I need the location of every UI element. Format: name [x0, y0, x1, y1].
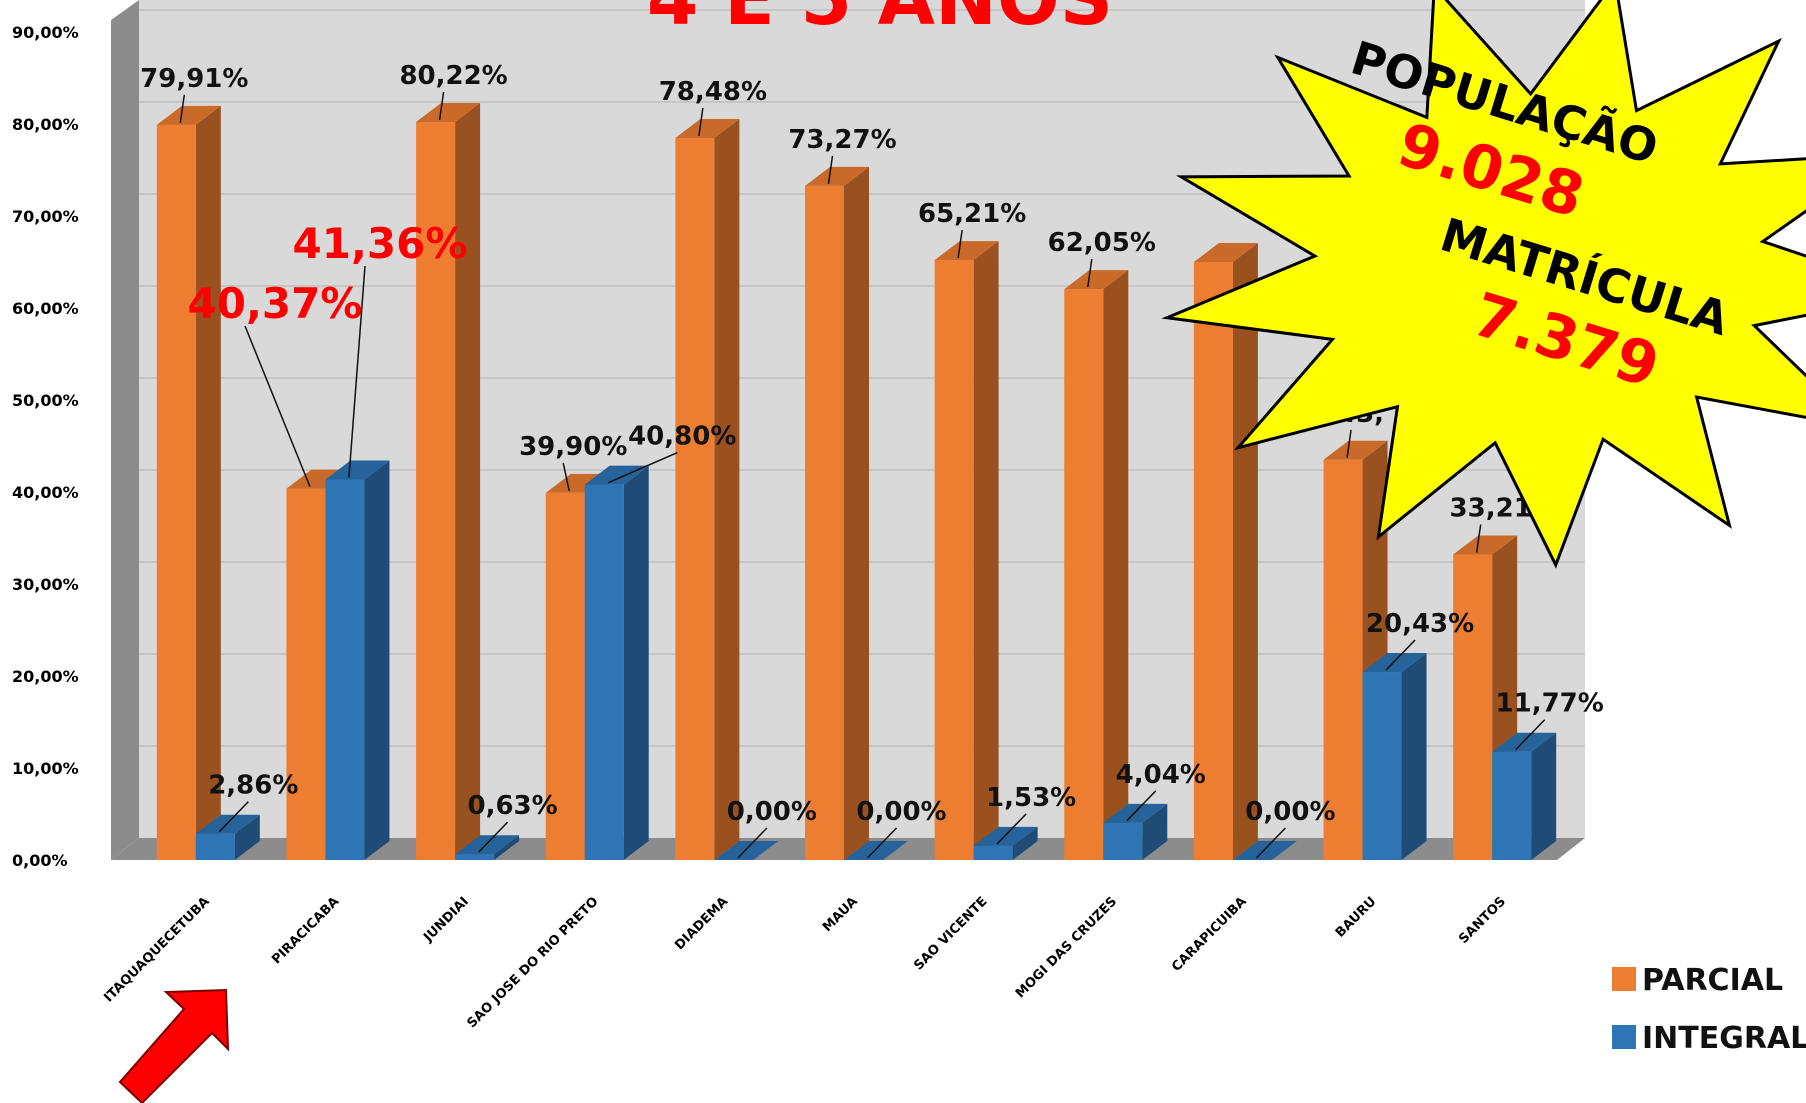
data-label: 73,27% — [788, 125, 896, 155]
data-label: 41,36% — [293, 219, 468, 268]
data-label: 0,63% — [467, 791, 557, 821]
data-label: 4,04% — [1116, 760, 1206, 790]
y-tick-label: 0,00% — [12, 851, 68, 870]
x-tick-label: ITAQUAQUECETUBA — [101, 894, 212, 1005]
data-label: 62,05% — [1048, 228, 1156, 258]
data-label: 0,00% — [727, 797, 817, 827]
x-tick-label: PIRACICABA — [269, 894, 342, 967]
x-tick-label: MOGI DAS CRUZES — [1013, 894, 1120, 1001]
bar-side — [1531, 733, 1556, 860]
data-label: 0,00% — [856, 797, 946, 827]
bar-front — [1453, 554, 1492, 860]
bar — [935, 241, 999, 860]
legend-label: PARCIAL — [1642, 963, 1783, 998]
bar-side — [624, 466, 649, 860]
x-tick-label: CARAPICUIBA — [1169, 894, 1250, 975]
x-tick-label: SAO JOSE DO RIO PRETO — [465, 894, 602, 1031]
bar-side — [1233, 243, 1258, 860]
side-wall — [111, 0, 139, 860]
x-tick-label: SAO VICENTE — [911, 894, 990, 973]
bar-front — [455, 854, 494, 860]
bar-front — [196, 834, 235, 860]
y-tick-label: 40,00% — [12, 483, 79, 502]
legend-swatch — [1612, 1025, 1636, 1049]
data-label: 65,21% — [918, 199, 1026, 229]
bar — [585, 466, 649, 860]
bar-front — [286, 489, 325, 860]
bar-front — [1103, 823, 1142, 860]
bar-side — [455, 103, 480, 860]
bar-front — [1363, 672, 1402, 860]
bar — [325, 460, 389, 860]
bar — [416, 103, 480, 860]
x-tick-label: SANTOS — [1456, 894, 1509, 947]
bar — [157, 106, 221, 860]
x-tick-label: BAURU — [1333, 894, 1379, 940]
legend-label: INTEGRAL — [1642, 1021, 1806, 1056]
bar-side — [974, 241, 999, 860]
bar-front — [157, 125, 196, 860]
bar-front — [974, 846, 1013, 860]
y-tick-label: 10,00% — [12, 759, 79, 778]
bar-side — [714, 119, 739, 860]
bar-front — [325, 479, 364, 860]
chart: 0,00% 10,00% 20,00% 30,00% 40,00% 50,00% 60,00… — [0, 0, 1806, 1103]
data-label: 0,00% — [1245, 797, 1335, 827]
data-label: 39,90% — [519, 432, 627, 462]
y-tick-label: 80,00% — [12, 115, 79, 134]
bar — [675, 119, 739, 860]
bar-side — [1402, 653, 1427, 860]
data-label: 2,86% — [208, 771, 298, 801]
bar-front — [585, 485, 624, 860]
y-tick-label: 20,00% — [12, 667, 79, 686]
chart-title: 4 E 5 ANOS — [647, 0, 1113, 42]
y-tick-label: 60,00% — [12, 299, 79, 318]
data-label: 80,22% — [399, 61, 507, 91]
data-label: 33,21 — [1450, 493, 1532, 523]
y-tick-label: 30,00% — [12, 575, 79, 594]
data-label: 11,77% — [1496, 689, 1604, 719]
x-tick-label: DIADEMA — [672, 894, 731, 953]
data-label: 20,43% — [1366, 609, 1474, 639]
bar-front — [675, 138, 714, 860]
bar-side — [196, 106, 221, 860]
pointer-arrow — [120, 990, 228, 1103]
y-tick-label: 70,00% — [12, 207, 79, 226]
data-label: 1,53% — [986, 783, 1076, 813]
bar-side — [364, 460, 389, 860]
bar-side — [844, 167, 869, 860]
bar-front — [935, 260, 974, 860]
legend-swatch — [1612, 967, 1636, 991]
data-label: 78,48% — [659, 77, 767, 107]
y-tick-label: 90,00% — [12, 23, 79, 42]
bar — [1492, 733, 1556, 860]
data-label: 79,91% — [140, 64, 248, 94]
bar-front — [1492, 752, 1531, 860]
x-tick-label: JUNDIAI — [420, 894, 471, 945]
bar-front — [805, 186, 844, 860]
bar — [805, 167, 869, 860]
x-tick-label: MAUA — [820, 894, 861, 935]
data-label: 40,37% — [188, 279, 363, 328]
bar — [1363, 653, 1427, 860]
data-label: 40,80% — [628, 422, 736, 452]
bar-front — [1064, 289, 1103, 860]
y-tick-label: 50,00% — [12, 391, 79, 410]
